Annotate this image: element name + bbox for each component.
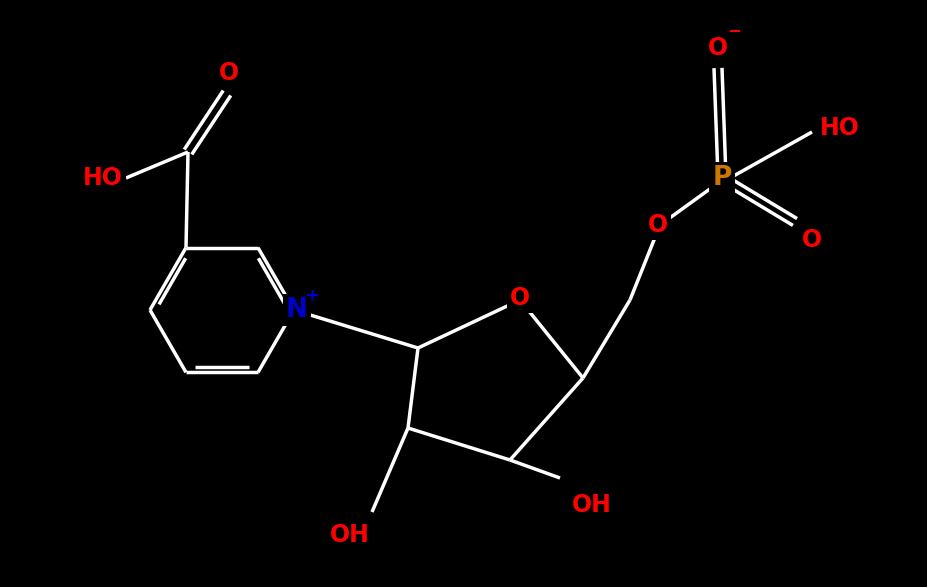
Text: N: N	[286, 297, 308, 323]
Text: O: O	[510, 286, 529, 310]
Text: HO: HO	[83, 166, 122, 190]
Text: OH: OH	[330, 523, 370, 547]
Text: +: +	[304, 287, 319, 305]
Text: O: O	[219, 61, 239, 85]
Text: −: −	[726, 21, 740, 39]
Text: P: P	[712, 165, 730, 191]
Text: HO: HO	[819, 116, 859, 140]
Text: O: O	[707, 36, 728, 60]
Text: OH: OH	[571, 493, 611, 517]
Text: O: O	[801, 228, 821, 252]
Text: O: O	[647, 213, 667, 237]
